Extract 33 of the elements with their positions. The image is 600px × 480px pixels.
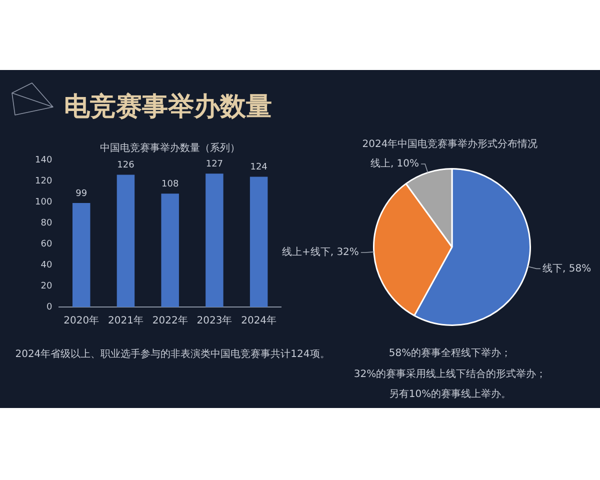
chart-title: 2024年中国电竞赛事举办形式分布情况 [362, 138, 538, 152]
chart-subtitle: 中国电竞赛事举办数量（系列） [100, 142, 240, 156]
bar [116, 174, 135, 307]
text: 32%的赛事采用线上线下结合的形式举办； [354, 368, 546, 382]
y-tick-label: 60 [40, 239, 52, 250]
text: 58%的赛事全程线下举办； [388, 346, 512, 361]
bar [206, 174, 224, 307]
slice-label: 线上, 10% [370, 158, 420, 170]
y-tick-label: 0 [46, 302, 52, 312]
x-tick-label: 2022年 [152, 314, 188, 327]
data-label: 127 [206, 159, 224, 170]
y-tick-label: 20 [40, 281, 52, 292]
x-tick-label: 2021年 [108, 314, 144, 327]
y-tick-label: 140 [34, 155, 52, 166]
text: 另有10%的赛事线上举办。 [388, 388, 512, 402]
data-label: 124 [250, 162, 268, 173]
text: 2024年省级以上、职业选手参与的非表演类中国电竞赛事共计124项。 [15, 348, 330, 362]
slice-label: 线下, 58% [542, 262, 592, 274]
bar [161, 194, 179, 307]
y-tick-label: 100 [34, 197, 52, 208]
bar [72, 203, 90, 307]
x-tick-label: 2024年 [241, 314, 277, 327]
y-tick-label: 80 [40, 218, 52, 228]
bar [250, 176, 268, 307]
y-tick-label: 120 [34, 176, 52, 186]
slice-label: 线上+线下, 32% [282, 246, 359, 258]
x-tick-label: 2020年 [64, 314, 100, 327]
x-tick-label: 2023年 [196, 314, 232, 327]
data-label: 126 [117, 160, 135, 171]
data-label: 108 [161, 179, 179, 190]
chart-title: 电竞赛事举办数量 [64, 91, 272, 123]
data-label: 99 [76, 188, 88, 199]
y-tick-label: 40 [40, 260, 52, 270]
